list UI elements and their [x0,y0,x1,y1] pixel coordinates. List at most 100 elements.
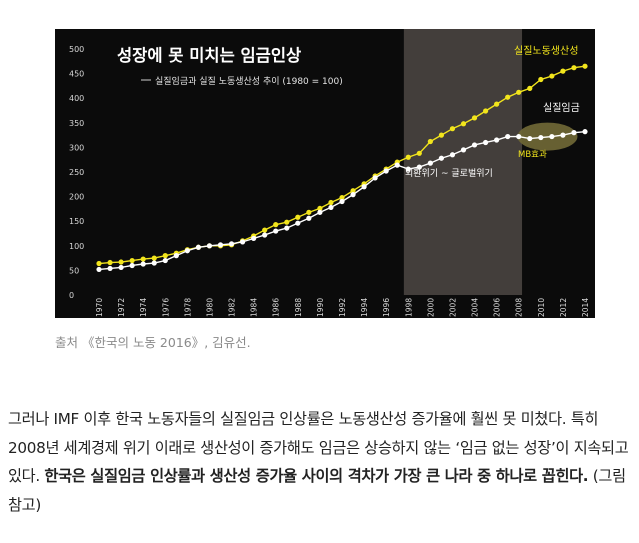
data-point [129,262,135,269]
data-point [571,130,577,136]
x-tick-label: 2002 [448,298,457,317]
x-tick-label: 1976 [161,298,170,317]
data-point [306,209,312,215]
data-point [560,68,566,74]
chart-panel: 0 50 100 150 200 250 300 350 400 450 500 1970 1972 19… [55,29,595,318]
data-point [527,135,533,142]
data-point [538,76,544,83]
data-point [284,219,290,225]
y-tick-label: 50 [69,266,79,275]
data-point [383,168,389,174]
paragraph-tail: (그림 참고) [8,467,626,514]
x-tick-label: 1996 [382,298,391,317]
x-tick-label: 1982 [228,298,237,317]
x-tick-label: 2000 [426,298,435,317]
data-point [151,255,157,261]
y-tick-label: 200 [69,193,84,202]
data-point [251,235,257,242]
data-point [582,63,588,69]
data-point [427,160,433,166]
data-point [295,214,301,220]
x-tick-label: 2006 [493,298,502,317]
data-point [328,199,334,206]
data-point [162,257,168,264]
x-tick-label: 1986 [272,298,281,317]
data-point [317,209,323,215]
data-point [405,154,411,160]
data-point [295,220,301,226]
data-point [516,133,522,140]
data-point [129,257,135,264]
paragraph-bold: 한국은 실질임금 인상률과 생산성 증가율 사이의 격차가 가장 큰 나라 중 … [44,467,589,485]
data-point [471,115,478,121]
y-tick-label: 100 [69,242,84,251]
data-point [505,133,511,140]
data-point [107,265,113,272]
data-point [184,248,190,254]
y-tick-label: 400 [69,94,84,103]
data-point [239,239,246,245]
data-point [394,162,400,168]
data-point [549,73,555,79]
source-caption: 출처 《한국의 노동 2016》, 김유선. [55,335,251,350]
crisis-annotation: 외환위기 ~ 글로벌위기 [405,167,493,179]
data-point [162,253,168,259]
paragraph-normal: 그러나 IMF 이후 한국 노동자들의 실질임금 인상률은 노동생산성 증가율에… [8,410,629,485]
y-tick-label: 250 [69,168,84,177]
series-label-wage: 실질임금 [543,101,580,114]
x-tick-label: 2010 [537,298,546,317]
data-point [471,142,478,148]
crisis-shaded-region [403,29,523,295]
series-label-productivity: 실질노동생산성 [514,45,578,57]
data-point [538,134,544,141]
data-point [140,261,146,267]
x-tick-label: 1978 [183,298,192,317]
y-tick-label: 150 [69,217,84,226]
data-point [306,215,312,221]
x-tick-label: 1990 [316,298,325,317]
chart-title: 성장에 못 미치는 임금인상 [117,45,301,65]
data-point [339,194,345,201]
data-point [173,253,179,259]
data-point [96,266,102,273]
data-point [317,205,323,212]
x-tick-label: 1992 [338,298,347,317]
data-point [482,108,489,114]
y-tick-label: 450 [69,70,84,79]
x-tick-label: 1980 [205,298,214,317]
data-point [273,222,279,228]
data-point [416,164,422,170]
mb-effect-label: MB효과 [518,150,547,160]
x-tick-label: 2004 [471,298,480,317]
y-tick-label: 300 [69,143,84,152]
data-point [416,150,422,156]
data-point [273,228,279,234]
data-point [107,259,113,266]
data-point [449,152,456,158]
data-point [494,101,500,107]
data-point [140,256,146,262]
data-point [482,139,489,146]
data-point [527,85,533,91]
data-point [118,259,124,265]
data-point [96,260,102,267]
data-point [549,133,555,140]
data-point [151,260,157,266]
data-point [217,242,224,248]
x-tick-label: 1972 [117,298,126,317]
data-point [449,126,456,132]
data-point [262,227,268,233]
data-point [516,89,522,95]
data-point [460,121,467,127]
data-point [571,65,577,71]
data-point [284,225,290,231]
data-point [560,132,566,138]
y-tick-label: 0 [69,291,74,300]
x-tick-label: 2008 [515,298,524,317]
data-point [582,129,588,135]
data-point [350,188,356,194]
data-point [350,192,356,198]
y-tick-label: 500 [69,45,84,54]
data-point [262,232,268,238]
data-point [361,184,367,190]
